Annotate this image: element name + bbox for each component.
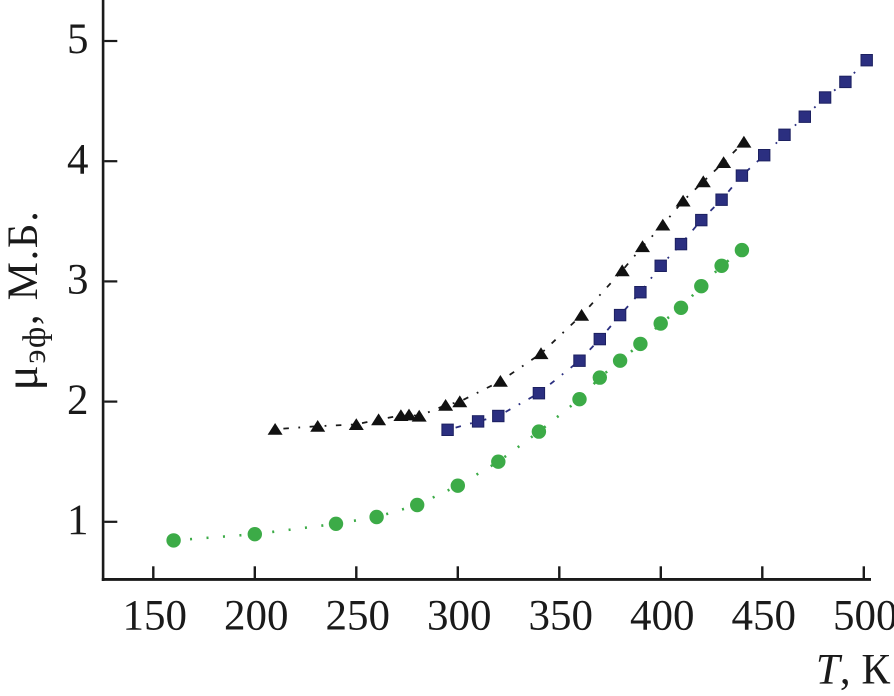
svg-text:350: 350 [529, 593, 594, 640]
svg-text:2: 2 [67, 377, 89, 424]
svg-text:3: 3 [67, 257, 89, 304]
svg-text:500: 500 [833, 593, 894, 640]
svg-text:450: 450 [732, 593, 797, 640]
svg-text:5: 5 [67, 16, 89, 63]
svg-text:200: 200 [224, 593, 289, 640]
svg-text:μэф, М.Б.: μэф, М.Б. [0, 210, 53, 391]
svg-text:250: 250 [326, 593, 391, 640]
svg-text:T, К: T, К [816, 647, 890, 694]
svg-text:300: 300 [427, 593, 492, 640]
svg-text:400: 400 [630, 593, 695, 640]
svg-text:1: 1 [67, 497, 89, 544]
svg-text:4: 4 [67, 136, 89, 183]
svg-text:150: 150 [123, 593, 188, 640]
